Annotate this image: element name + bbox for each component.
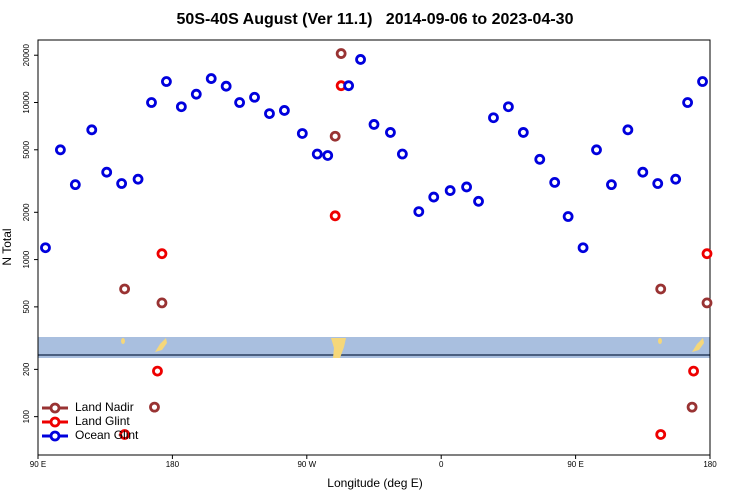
point — [461, 181, 472, 193]
point — [682, 97, 693, 108]
point — [670, 173, 682, 185]
point — [637, 166, 649, 178]
point — [688, 365, 699, 377]
point — [152, 365, 163, 377]
point — [549, 176, 561, 188]
point — [161, 76, 172, 87]
map-strip — [38, 337, 710, 358]
y-tick-label: 5000 — [22, 140, 31, 158]
point — [146, 97, 157, 108]
point — [444, 185, 456, 196]
x-axis-label: Longitude (deg E) — [327, 476, 422, 490]
x-tick-label: 90 W — [297, 460, 316, 469]
point — [368, 119, 380, 130]
point — [591, 144, 602, 156]
point — [355, 54, 366, 65]
point — [413, 206, 425, 218]
point — [249, 91, 260, 103]
point — [517, 127, 529, 138]
point — [311, 148, 323, 160]
point — [132, 173, 144, 185]
point — [488, 112, 499, 124]
legend-label: Land Nadir — [75, 400, 134, 414]
legend-label: Land Glint — [75, 414, 130, 428]
x-tick-label: 90 E — [30, 460, 46, 469]
point — [622, 124, 634, 136]
point — [697, 76, 708, 87]
point — [296, 128, 308, 139]
point — [156, 297, 168, 309]
point — [190, 88, 202, 100]
point — [385, 127, 396, 138]
point — [428, 191, 440, 203]
point — [396, 148, 408, 160]
point — [119, 283, 131, 295]
point — [502, 101, 514, 113]
legend-label: Ocean Glint — [75, 428, 139, 442]
point — [686, 401, 698, 413]
point — [116, 178, 128, 189]
point — [234, 97, 246, 108]
point — [220, 80, 232, 92]
point — [264, 108, 275, 119]
y-tick-label: 2000 — [22, 203, 31, 221]
point — [149, 401, 160, 413]
y-tick-label: 100 — [22, 409, 31, 423]
y-tick-label: 20000 — [22, 44, 31, 67]
plot-frame — [37, 39, 711, 456]
point — [701, 248, 713, 260]
point — [473, 195, 484, 207]
legend-marker — [49, 430, 61, 442]
y-axis-label: N Total — [0, 228, 14, 265]
point — [655, 283, 667, 295]
y-tick-label: 500 — [22, 300, 31, 314]
point — [86, 124, 98, 136]
point — [655, 429, 667, 440]
legend-marker — [49, 402, 61, 414]
point — [175, 101, 187, 113]
y-tick-label: 10000 — [22, 91, 31, 114]
point — [278, 105, 290, 116]
point — [329, 210, 341, 222]
legend-marker — [49, 416, 61, 428]
point — [343, 80, 355, 92]
point — [335, 48, 347, 59]
point — [606, 179, 617, 191]
chart-title: 50S-40S August (Ver 11.1) 2014-09-06 to … — [177, 11, 574, 28]
x-tick-label: 180 — [166, 460, 180, 469]
point — [69, 179, 81, 191]
point — [701, 297, 713, 309]
point — [577, 242, 589, 254]
point — [534, 153, 546, 165]
point — [40, 242, 51, 254]
x-tick-label: 90 E — [567, 460, 583, 469]
point — [156, 248, 168, 260]
point — [329, 130, 341, 142]
y-tick-label: 1000 — [22, 250, 31, 268]
point — [652, 178, 664, 189]
point — [205, 73, 217, 84]
x-tick-label: 180 — [703, 460, 717, 469]
point — [119, 429, 131, 440]
point — [562, 211, 574, 222]
point — [55, 144, 66, 156]
x-tick-label: 0 — [439, 460, 444, 469]
y-tick-label: 200 — [22, 362, 31, 376]
point — [322, 150, 334, 161]
point — [101, 166, 113, 178]
